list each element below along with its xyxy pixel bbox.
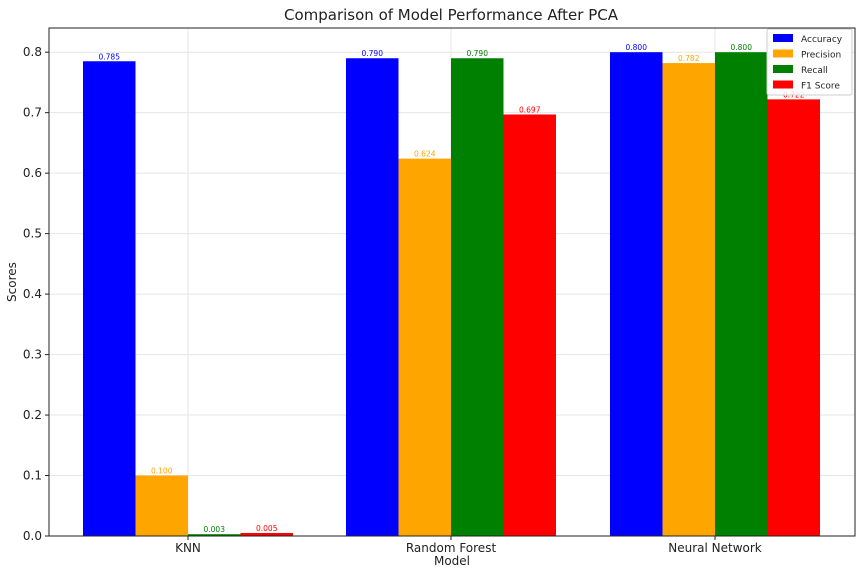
legend-swatch	[773, 65, 793, 73]
data-label: 0.003	[204, 525, 226, 534]
data-label: 0.100	[151, 467, 173, 476]
y-axis-ticks: 0.0 0.1 0.2 0.3 0.4 0.5 0.6 0.7 0.8	[23, 45, 49, 543]
plot-frame	[48, 27, 856, 537]
bar-recall	[188, 534, 241, 536]
bars	[83, 52, 820, 537]
bar-f1-score	[240, 532, 293, 536]
legend-swatch	[773, 80, 793, 89]
y-tick-label: 0.5	[23, 227, 42, 241]
bar-recall	[451, 58, 504, 536]
x-tick-label: Random Forest	[406, 541, 497, 555]
data-label: 0.790	[362, 49, 384, 58]
y-tick-label: 0.0	[23, 529, 42, 543]
y-tick-label: 0.8	[23, 45, 42, 59]
bar-f1-score	[767, 99, 820, 536]
legend-label: Precision	[801, 51, 841, 61]
axes	[48, 27, 856, 537]
x-tick-label: KNN	[175, 541, 201, 555]
y-axis-label: Scores	[5, 262, 19, 302]
data-label: 0.800	[731, 43, 753, 52]
data-label: 0.800	[626, 43, 648, 52]
y-tick-label: 0.7	[23, 106, 42, 120]
legend-swatch	[773, 49, 793, 58]
bar-accuracy	[610, 52, 663, 536]
y-tick-label: 0.2	[23, 408, 42, 422]
y-tick-label: 0.6	[23, 166, 42, 180]
data-label: 0.782	[678, 54, 700, 63]
x-axis-label: Model	[434, 554, 470, 568]
y-tick-label: 0.4	[23, 287, 42, 301]
data-label: 0.624	[414, 150, 436, 159]
bar-accuracy	[346, 58, 399, 536]
data-label: 0.005	[256, 524, 278, 533]
chart-title: Comparison of Model Performance After PC…	[284, 6, 619, 24]
legend-label: Recall	[801, 66, 828, 76]
data-label: 0.697	[519, 105, 541, 114]
y-tick-label: 0.3	[23, 348, 42, 362]
bar-f1-score	[503, 114, 556, 536]
bar-precision	[398, 158, 451, 536]
bar-precision	[662, 63, 715, 536]
legend: Accuracy Precision Recall F1 Score	[766, 28, 853, 96]
legend-label: F1 Score	[801, 82, 840, 92]
x-axis-ticks: KNN Random Forest Neural Network	[175, 536, 762, 555]
y-tick-label: 0.1	[23, 469, 42, 483]
x-tick-label: Neural Network	[668, 541, 762, 555]
legend-swatch	[773, 34, 793, 42]
bar-precision	[135, 475, 188, 536]
bar-accuracy	[83, 61, 136, 537]
legend-box	[766, 28, 853, 96]
data-label: 0.790	[467, 49, 489, 58]
legend-label: Accuracy	[801, 35, 843, 45]
bar-recall	[715, 52, 768, 536]
data-label: 0.785	[99, 52, 121, 61]
